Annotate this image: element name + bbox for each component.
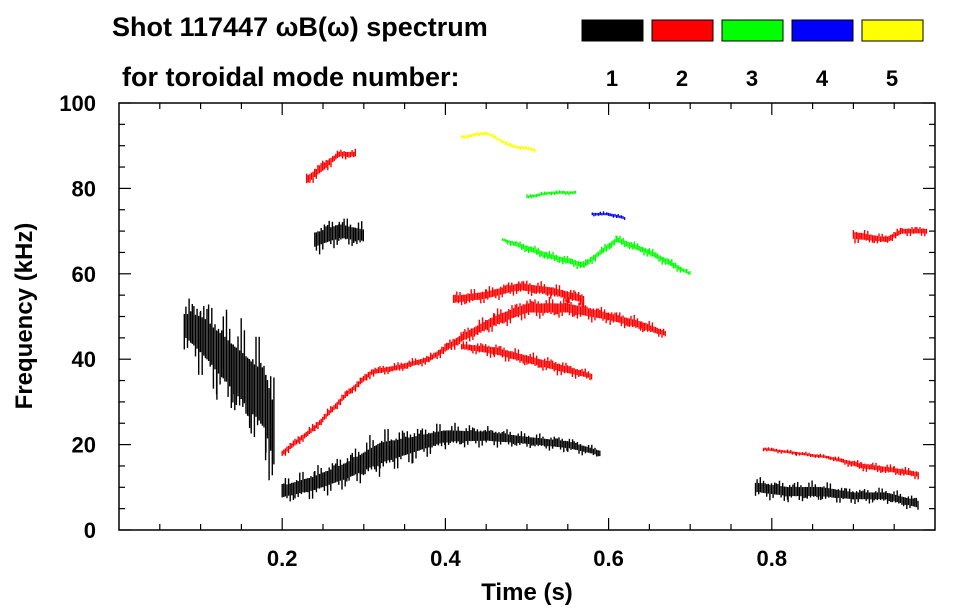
legend-label-mode-2: 2 — [676, 66, 688, 91]
series-n-2-lower — [461, 341, 593, 381]
y-tick-label: 80 — [72, 176, 96, 201]
series-n-1-early-burst — [183, 298, 275, 481]
legend-swatch-mode-4 — [791, 19, 854, 42]
y-tick-label: 60 — [72, 262, 96, 287]
chart-title-line1: Shot 117447 ωB(ω) spectrum — [112, 12, 488, 42]
legend-swatch-mode-2 — [651, 19, 714, 42]
x-axis: 0.2 0.4 0.6 0.8 — [159, 103, 895, 571]
legend-label-mode-4: 4 — [816, 66, 829, 91]
series-n-1-fishbone-region — [281, 422, 601, 502]
x-tick-label: 0.2 — [267, 546, 298, 571]
legend-swatch-mode-5 — [861, 19, 924, 42]
spectrum-data — [183, 131, 928, 510]
series-n-2-85-khz — [306, 148, 356, 184]
y-axis: 0 20 40 60 80 100 — [59, 91, 935, 543]
series-n-2-late — [762, 447, 919, 480]
plot-frame — [118, 102, 936, 531]
legend-swatch-mode-1 — [581, 19, 644, 42]
legend-label-mode-1: 1 — [606, 66, 618, 91]
legend-label-mode-5: 5 — [886, 66, 898, 91]
chart-title-line2: for toroidal mode number: — [122, 62, 460, 92]
series-n-3-high — [526, 190, 577, 199]
series-n-2-70-khz-late — [852, 227, 928, 244]
y-axis-label: Frequency (kHz) — [11, 223, 38, 410]
y-tick-label: 40 — [72, 347, 96, 372]
series-n-1-70-khz-patch — [314, 218, 364, 255]
legend-swatch-mode-3 — [721, 19, 784, 42]
series-n-5 — [461, 131, 536, 153]
series-n-3 — [501, 235, 691, 275]
series-n-2-main — [281, 296, 666, 456]
series-n-1-late — [754, 477, 919, 510]
series-n-2-upper — [452, 280, 585, 308]
x-tick-label: 0.4 — [430, 546, 461, 571]
legend-label-mode-3: 3 — [746, 66, 758, 91]
x-axis-label: Time (s) — [481, 579, 573, 606]
legend: 1 2 3 4 5 — [581, 19, 924, 91]
x-tick-label: 0.6 — [593, 546, 624, 571]
y-tick-label: 20 — [72, 433, 96, 458]
y-tick-label: 100 — [59, 91, 96, 116]
series-n-4 — [591, 211, 626, 220]
y-tick-label: 0 — [84, 518, 96, 543]
x-tick-label: 0.8 — [757, 546, 788, 571]
